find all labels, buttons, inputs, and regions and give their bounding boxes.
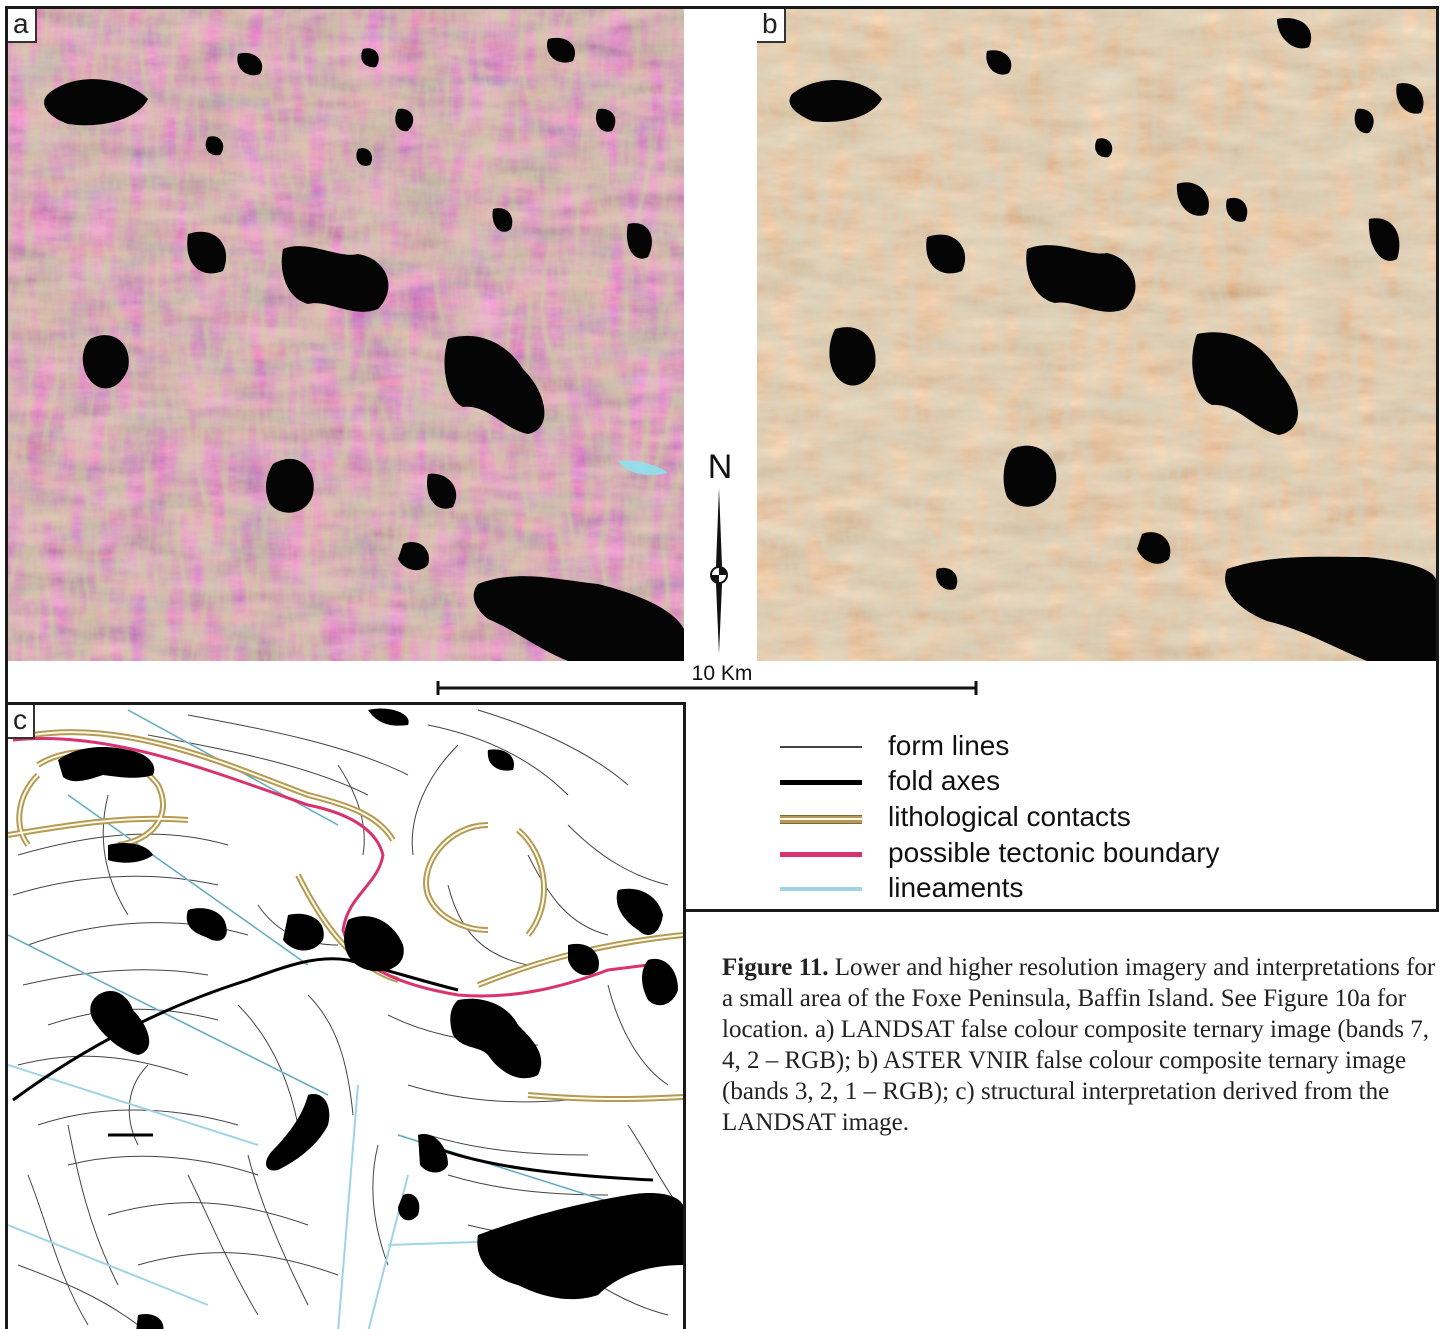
panel-c-label: c bbox=[8, 705, 35, 739]
landsat-image-panel: a bbox=[8, 9, 684, 661]
legend-label: lithological contacts bbox=[888, 801, 1131, 832]
caption-body: Lower and higher resolution imagery and … bbox=[722, 954, 1436, 1136]
panel-b-label: b bbox=[757, 9, 786, 43]
legend-item-tectonic-boundary: possible tectonic boundary bbox=[780, 837, 1320, 871]
legend-swatch-lineaments bbox=[780, 887, 862, 891]
panel-a-label: a bbox=[8, 9, 37, 43]
lithological-contacts-center bbox=[8, 731, 683, 1101]
landsat-lakes bbox=[44, 37, 684, 661]
legend-swatch-lithological-contacts bbox=[780, 815, 862, 824]
scale-bar bbox=[436, 681, 978, 695]
legend-label: fold axes bbox=[888, 765, 1001, 796]
legend-item-lineaments: lineaments bbox=[780, 872, 1320, 906]
aster-image-panel: b bbox=[757, 9, 1436, 661]
legend-swatch-tectonic-boundary bbox=[780, 852, 862, 857]
fold-axes bbox=[12, 957, 654, 1182]
legend-item-fold-axes: fold axes bbox=[780, 765, 1320, 799]
legend-swatch-fold-axes bbox=[780, 780, 862, 785]
north-arrow-icon bbox=[710, 488, 728, 654]
interpretation-map bbox=[8, 708, 683, 1329]
legend-label: form lines bbox=[888, 730, 1010, 761]
caption-lead: Figure 11. bbox=[722, 954, 829, 981]
aster-lakes bbox=[789, 18, 1436, 661]
legend-swatch-form-lines bbox=[780, 746, 862, 748]
figure-caption: Figure 11. Lower and higher resolution i… bbox=[722, 952, 1444, 1138]
scale-bar-label: 10 Km bbox=[691, 662, 753, 685]
north-arrow-label: N bbox=[707, 448, 733, 486]
aster-image bbox=[757, 9, 1436, 661]
interpretation-lakes bbox=[58, 708, 683, 1329]
legend-label: possible tectonic boundary bbox=[888, 837, 1220, 868]
landsat-image bbox=[8, 9, 684, 661]
tectonic-boundary bbox=[12, 736, 649, 998]
legend-item-form-lines: form lines bbox=[780, 730, 1320, 764]
legend-item-lithological-contacts: lithological contacts bbox=[780, 801, 1320, 835]
legend-label: lineaments bbox=[888, 872, 1024, 903]
legend-frame-line bbox=[683, 909, 1439, 912]
interpretation-map-panel: c bbox=[5, 702, 686, 1329]
